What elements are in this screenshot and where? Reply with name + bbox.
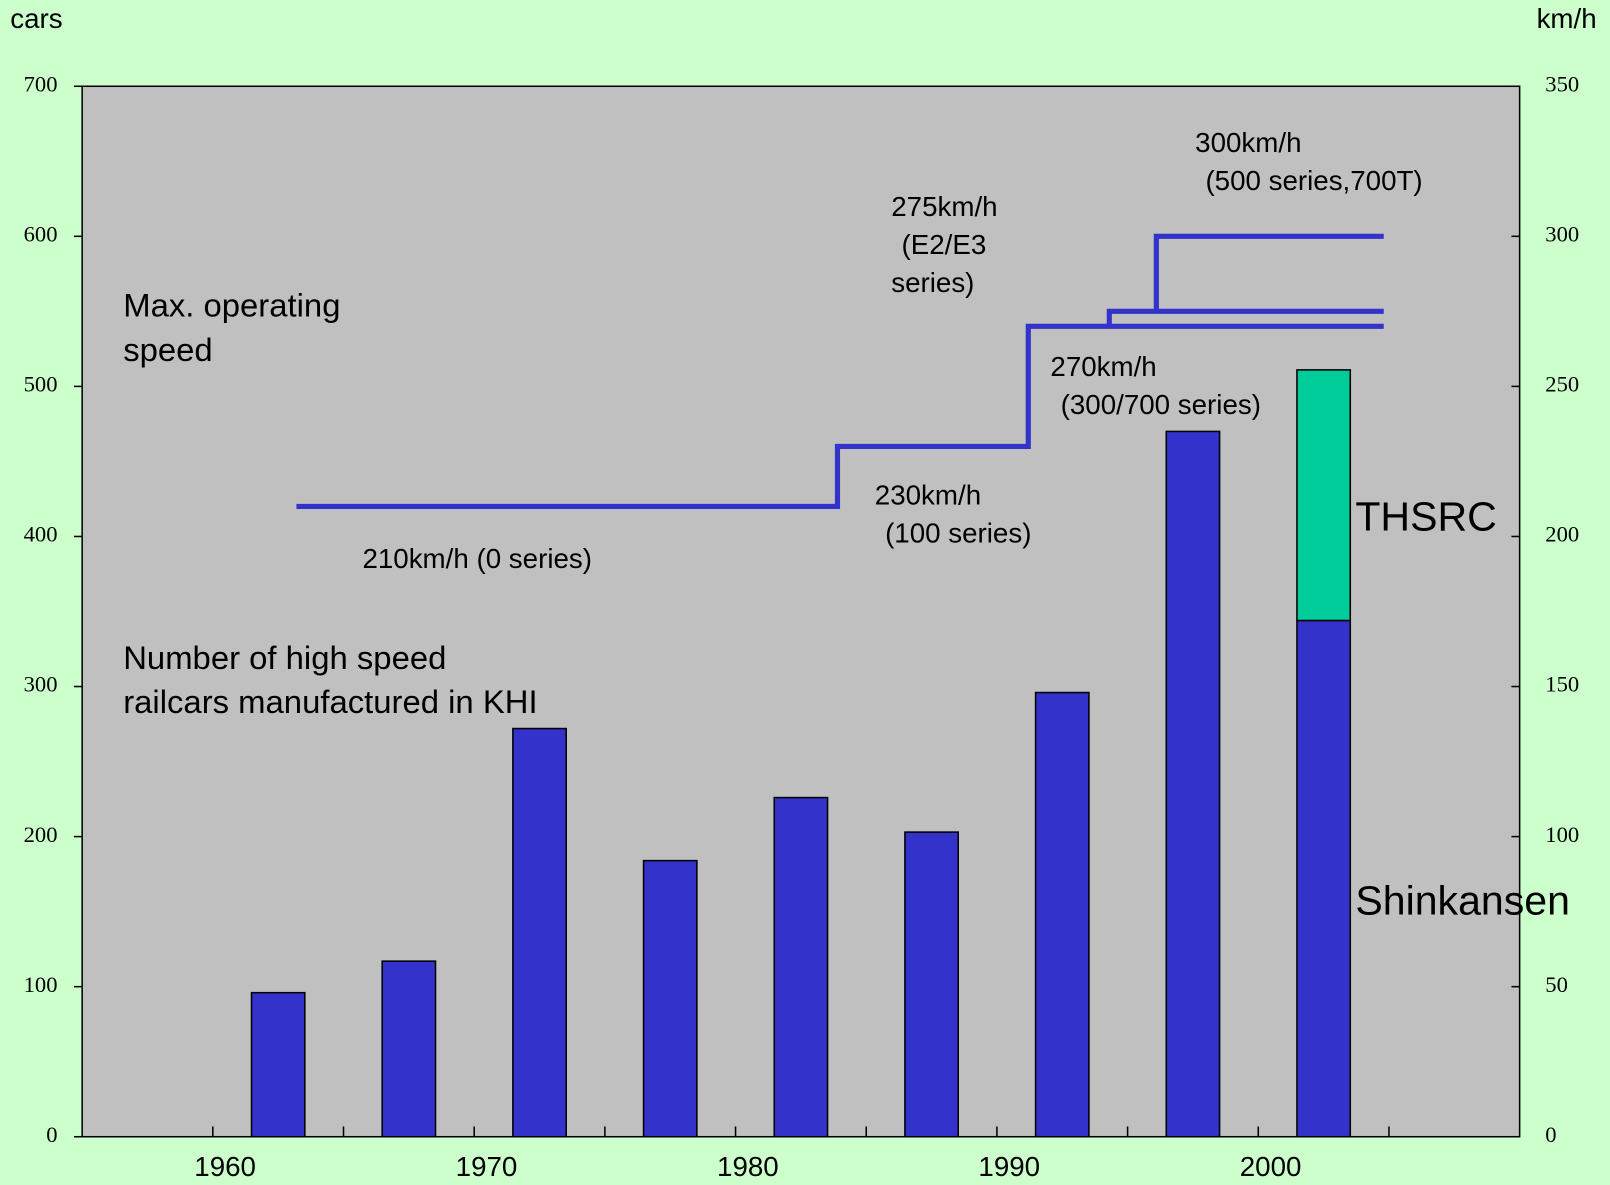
- bar: [512, 727, 567, 1138]
- annotation: series): [891, 267, 974, 298]
- bar: [1296, 369, 1352, 622]
- x-tick-label: 2000: [1240, 1151, 1302, 1182]
- x-tick-label: 1980: [717, 1151, 779, 1182]
- bar: [1296, 619, 1352, 1138]
- annotation: 275km/h: [891, 191, 997, 222]
- x-tick-label: 1960: [194, 1151, 256, 1182]
- y2-tick-label: 0: [1545, 1122, 1556, 1147]
- annotation: (500 series,700T): [1205, 165, 1422, 196]
- annotation: (300/700 series): [1061, 389, 1261, 420]
- annotation: speed: [123, 331, 212, 368]
- annotation: 210km/h (0 series): [362, 543, 592, 574]
- x-tick-label: 1990: [978, 1151, 1040, 1182]
- y-tick-label: 700: [24, 71, 58, 96]
- bar: [381, 960, 437, 1138]
- bar: [250, 991, 306, 1138]
- annotation: 230km/h: [875, 479, 981, 510]
- speed-line: [296, 323, 1384, 510]
- bar: [773, 796, 829, 1138]
- y2-axis-label: km/h: [1537, 3, 1597, 34]
- y-tick-label: 600: [24, 222, 58, 247]
- bar: [1165, 430, 1221, 1138]
- y2-tick-label: 150: [1545, 672, 1579, 697]
- speed-line: [1153, 233, 1384, 312]
- bar: [904, 831, 960, 1138]
- y-tick-label: 400: [24, 522, 58, 547]
- y-axis-label: cars: [10, 3, 62, 34]
- y-tick-label: 100: [24, 972, 58, 997]
- y-tick-label: 0: [46, 1122, 57, 1147]
- annotation: railcars manufactured in KHI: [123, 683, 537, 720]
- y2-tick-label: 250: [1545, 372, 1579, 397]
- annotation: Max. operating: [123, 287, 340, 324]
- annotation: 300km/h: [1195, 127, 1301, 158]
- y2-tick-label: 100: [1545, 822, 1579, 847]
- series-label: Shinkansen: [1355, 877, 1570, 923]
- y2-tick-label: 350: [1545, 71, 1579, 96]
- annotation: (100 series): [885, 517, 1031, 548]
- bar: [642, 859, 698, 1138]
- annotation: Number of high speed: [123, 639, 446, 676]
- series-label: THSRC: [1355, 493, 1496, 539]
- y2-tick-label: 300: [1545, 222, 1579, 247]
- y-tick-label: 200: [24, 822, 58, 847]
- y-tick-label: 500: [24, 372, 58, 397]
- speed-line: [1106, 308, 1384, 327]
- y-tick-label: 300: [24, 672, 58, 697]
- y2-tick-label: 200: [1545, 522, 1579, 547]
- x-tick-label: 1970: [456, 1151, 518, 1182]
- annotation: (E2/E3: [902, 229, 987, 260]
- bar: [1034, 691, 1090, 1138]
- annotation: 270km/h: [1050, 351, 1156, 382]
- y2-tick-label: 50: [1545, 972, 1568, 997]
